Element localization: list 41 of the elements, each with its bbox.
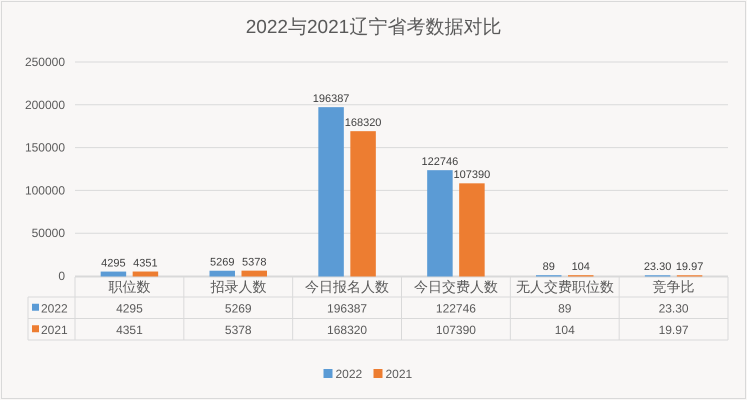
y-tick-label: 100000: [24, 183, 65, 198]
data-label: 107390: [454, 169, 490, 182]
x-tick-label: 无人交费职位数: [516, 278, 614, 294]
data-label: 122746: [436, 301, 476, 316]
x-tick-label: 今日报名人数: [305, 278, 390, 294]
data-label: 19.97: [676, 260, 704, 273]
x-tick-label: 招录人数: [210, 278, 266, 294]
data-label: 122746: [422, 156, 458, 168]
data-label: 196387: [312, 92, 350, 105]
data-label: 89: [558, 301, 572, 316]
data-label: 89: [542, 260, 555, 273]
data-label: 5269: [224, 301, 252, 316]
data-label: 23.30: [658, 301, 689, 316]
y-tick-label: 50000: [32, 226, 65, 240]
data-label: 23.30: [644, 260, 672, 273]
x-tick-label: 职位数: [108, 278, 150, 294]
y-tick-label: 250000: [24, 55, 65, 69]
data-label: 104: [554, 322, 575, 337]
data-label: 19.97: [658, 322, 689, 337]
data-label: 168320: [344, 116, 382, 129]
legend-label: 2022: [336, 367, 362, 381]
x-tick-label: 竞争比: [652, 278, 695, 294]
data-label: 168320: [327, 322, 368, 337]
data-label: 4351: [116, 322, 143, 337]
legend-label: 2021: [386, 367, 412, 381]
legend-label: 2021: [41, 322, 68, 337]
chart-title: 2022与2021辽宁省考数据对比: [246, 17, 502, 38]
data-label: 5378: [242, 256, 266, 268]
data-label: 4295: [101, 257, 126, 270]
data-label: 107390: [436, 322, 476, 337]
data-label: 104: [572, 260, 590, 273]
y-tick-label: 0: [58, 269, 65, 283]
data-label: 4351: [133, 257, 158, 270]
x-tick-label: 今日交费人数: [414, 278, 498, 294]
legend-label: 2022: [41, 301, 68, 316]
data-label: 196387: [327, 301, 368, 316]
y-tick-label: 200000: [24, 98, 65, 112]
y-tick-label: 150000: [24, 140, 65, 155]
data-label: 5378: [224, 322, 252, 337]
data-label: 5269: [210, 256, 234, 268]
data-label: 4295: [116, 301, 143, 316]
